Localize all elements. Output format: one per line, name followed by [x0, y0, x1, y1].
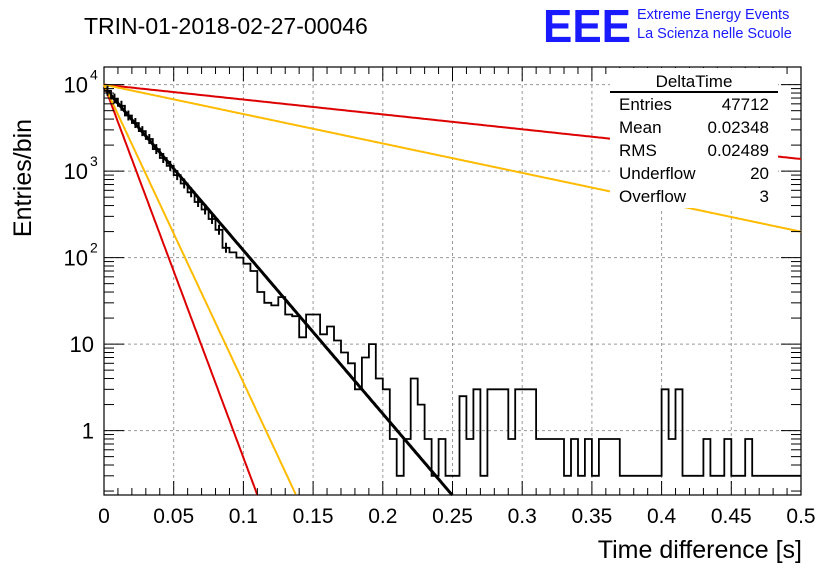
- x-tick-label: 0: [98, 505, 110, 528]
- x-tick-label: 0.25: [432, 505, 473, 528]
- fit-curve-4: [103, 84, 259, 496]
- stats-label-overflow: Overflow: [619, 187, 687, 206]
- y-axis-label: Entries/bin: [9, 119, 37, 237]
- x-axis-label: Time difference [s]: [598, 536, 802, 564]
- y-tick-label: 10: [70, 332, 94, 357]
- stats-value-rms: 0.02489: [708, 141, 769, 160]
- x-tick-label: 0.35: [571, 505, 612, 528]
- histogram-outline: [104, 89, 801, 477]
- y-tick-label: 1: [82, 419, 94, 444]
- stats-value-mean: 0.02348: [708, 118, 769, 137]
- y-tick-label: 10: [64, 159, 88, 184]
- stats-label-underflow: Underflow: [619, 164, 696, 183]
- stats-value-entries: 47712: [722, 95, 769, 114]
- x-tick-label: 0.05: [153, 505, 194, 528]
- fit-curve-1: [102, 86, 454, 497]
- eee-logo: EEE: [543, 0, 631, 52]
- grid: [104, 67, 801, 495]
- y-tick-label: 10: [64, 73, 88, 98]
- logo-line-1: Extreme Energy Events: [637, 7, 789, 23]
- x-tick-label: 0.2: [368, 505, 397, 528]
- histogram: [104, 85, 801, 477]
- stats-title: DeltaTime: [656, 72, 733, 91]
- stats-label-rms: RMS: [619, 141, 657, 160]
- x-tick-label: 0.45: [711, 505, 752, 528]
- x-tick-label: 0.5: [786, 505, 815, 528]
- stats-value-underflow: 20: [750, 164, 769, 183]
- logo-line-2: La Scienza nelle Scuole: [637, 26, 792, 42]
- stats-label-entries: Entries: [619, 95, 672, 114]
- x-tick-label: 0.1: [229, 505, 258, 528]
- stats-label-mean: Mean: [619, 118, 662, 137]
- y-tick-label: 10: [64, 246, 88, 271]
- y-tick-exponent: 3: [90, 153, 98, 169]
- run-title: TRIN-01-2018-02-27-00046: [84, 13, 368, 39]
- y-tick-exponent: 4: [90, 67, 98, 83]
- stats-box: DeltaTime Entries 47712 Mean 0.02348 RMS…: [610, 68, 778, 208]
- x-tick-label: 0.4: [647, 505, 677, 528]
- y-tick-exponent: 2: [90, 240, 98, 256]
- stats-value-overflow: 3: [760, 187, 769, 206]
- x-tick-label: 0.15: [293, 505, 334, 528]
- fit-curves: [102, 83, 802, 497]
- x-tick-label: 0.3: [508, 505, 537, 528]
- fit-curve-5: [103, 84, 297, 495]
